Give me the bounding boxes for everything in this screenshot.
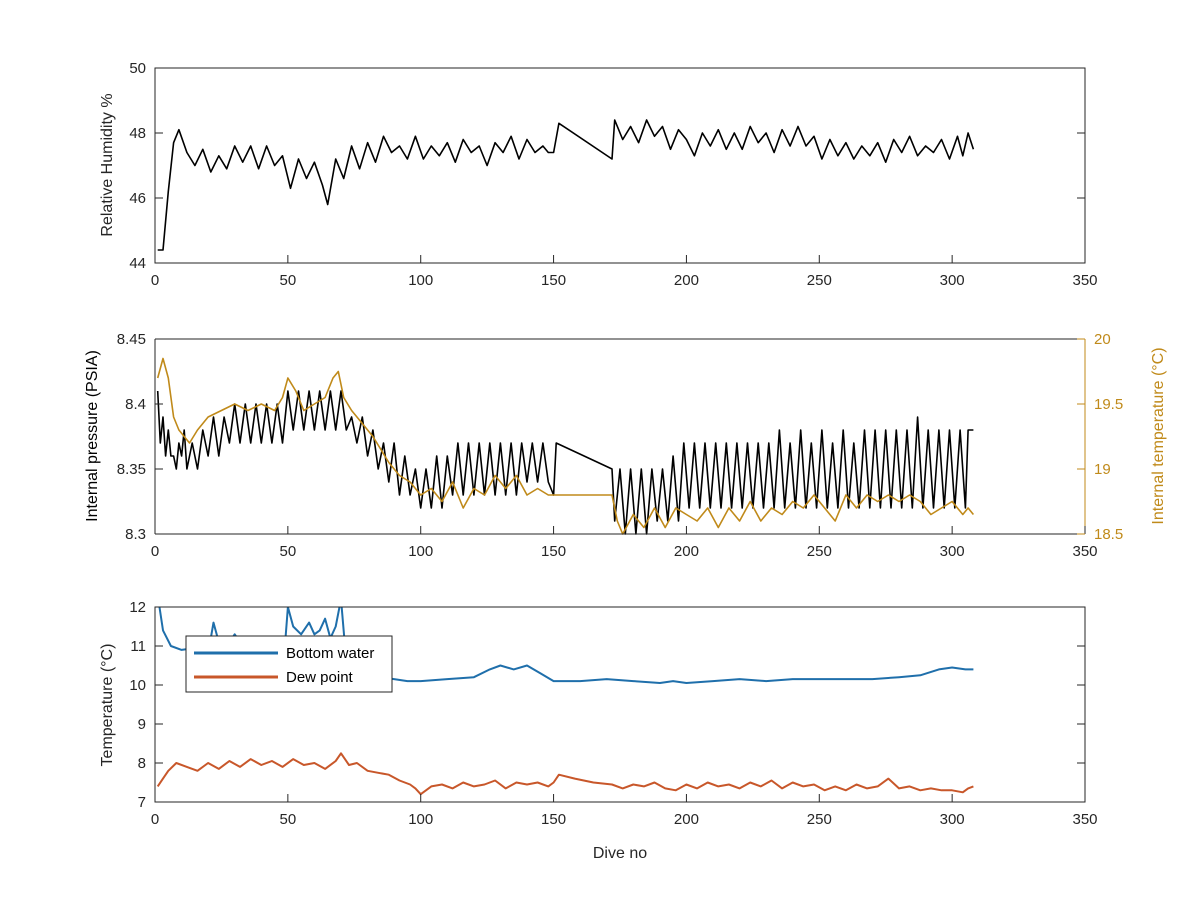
legend-box bbox=[185, 635, 393, 693]
x-tick-label: 0 bbox=[151, 811, 159, 828]
temperature-panel: 0 50 100 150 200 250 300 350 7 8 9 10 11 12 Temperat… bbox=[99, 599, 1098, 862]
y-tick-label: 8.35 bbox=[117, 461, 146, 478]
x-tick-label: 50 bbox=[280, 811, 297, 828]
x-tick-label: 300 bbox=[940, 543, 965, 560]
humidity-axes-box bbox=[154, 67, 1086, 264]
y-tick-label: 8.4 bbox=[125, 396, 146, 413]
x-tick-label: 150 bbox=[541, 543, 566, 560]
temperature-axes-box bbox=[154, 606, 1086, 803]
x-tick-label: 250 bbox=[807, 543, 832, 560]
x-tick-label: 50 bbox=[280, 272, 297, 289]
y-tick-label: 8.45 bbox=[117, 331, 146, 348]
y-tick-label: 12 bbox=[129, 599, 146, 616]
x-tick-label: 250 bbox=[807, 272, 832, 289]
x-tick-label: 300 bbox=[940, 272, 965, 289]
y2-tick-label: 20 bbox=[1094, 331, 1111, 348]
y-tick-label: 46 bbox=[129, 190, 146, 207]
y-tick-label: 10 bbox=[129, 677, 146, 694]
legend-label-dew-point: Dew point bbox=[286, 669, 354, 686]
pressure-axes-background bbox=[155, 339, 1085, 534]
x-axis-label: Dive no bbox=[593, 845, 647, 862]
pressure-panel: 0 50 100 150 200 250 300 350 8.3 8.35 8.4 8.45 18.… bbox=[84, 331, 1167, 560]
x-tick-label: 0 bbox=[151, 543, 159, 560]
x-tick-label: 200 bbox=[674, 811, 699, 828]
temperature-y-ticks: 7 8 9 10 11 12 bbox=[129, 599, 1085, 811]
humidity-series-layer bbox=[157, 119, 975, 251]
y-tick-label: 7 bbox=[138, 794, 146, 811]
pressure-y-axis-label: Internal pressure (PSIA) bbox=[84, 350, 101, 522]
humidity-panel: 0 50 100 150 200 250 300 350 44 46 48 50 Relative … bbox=[99, 60, 1098, 289]
temperature-right-axis-label: Internal temperature (°C) bbox=[1150, 347, 1167, 524]
y-tick-label: 50 bbox=[129, 60, 146, 77]
x-tick-label: 250 bbox=[807, 811, 832, 828]
series-line-3-2 bbox=[156, 752, 974, 796]
series-line-1-1 bbox=[157, 119, 975, 251]
x-tick-label: 350 bbox=[1072, 543, 1097, 560]
x-tick-label: 200 bbox=[674, 272, 699, 289]
humidity-y-ticks: 44 46 48 50 bbox=[129, 60, 1085, 272]
y-tick-label: 9 bbox=[138, 716, 146, 733]
y-tick-label: 8 bbox=[138, 755, 146, 772]
series-line-2-2 bbox=[156, 357, 975, 535]
temperature-y-axis-label: Temperature (°C) bbox=[99, 644, 116, 767]
x-tick-label: 100 bbox=[408, 811, 433, 828]
x-tick-label: 100 bbox=[408, 543, 433, 560]
x-tick-label: 150 bbox=[541, 272, 566, 289]
pressure-x-ticks: 0 50 100 150 200 250 300 350 bbox=[151, 526, 1098, 560]
x-tick-label: 100 bbox=[408, 272, 433, 289]
y-tick-label: 44 bbox=[129, 255, 146, 272]
humidity-y-axis-label: Relative Humidity % bbox=[99, 93, 116, 236]
y-tick-label: 48 bbox=[129, 125, 146, 142]
y-tick-label: 11 bbox=[130, 638, 146, 655]
x-tick-label: 350 bbox=[1072, 811, 1097, 828]
temperature-right-ticks: 18.5 19 19.5 20 bbox=[1077, 331, 1123, 543]
y2-tick-label: 19 bbox=[1094, 461, 1111, 478]
x-tick-label: 0 bbox=[151, 272, 159, 289]
humidity-x-ticks: 0 50 100 150 200 250 300 350 bbox=[151, 255, 1098, 289]
y2-tick-label: 19.5 bbox=[1094, 396, 1123, 413]
pressure-y-ticks: 8.3 8.35 8.4 8.45 bbox=[117, 331, 163, 543]
x-tick-label: 150 bbox=[541, 811, 566, 828]
x-tick-label: 200 bbox=[674, 543, 699, 560]
legend-label-bottom-water: Bottom water bbox=[286, 645, 374, 662]
series-line-2-1 bbox=[156, 390, 974, 535]
y2-tick-label: 18.5 bbox=[1094, 526, 1123, 543]
legend: Bottom water Dew point bbox=[185, 635, 393, 693]
x-tick-label: 50 bbox=[280, 543, 297, 560]
x-tick-label: 300 bbox=[940, 811, 965, 828]
pressure-series-layer bbox=[156, 357, 975, 535]
y-tick-label: 8.3 bbox=[125, 526, 146, 543]
temperature-x-ticks: 0 50 100 150 200 250 300 350 bbox=[151, 794, 1098, 828]
x-tick-label: 350 bbox=[1072, 272, 1097, 289]
